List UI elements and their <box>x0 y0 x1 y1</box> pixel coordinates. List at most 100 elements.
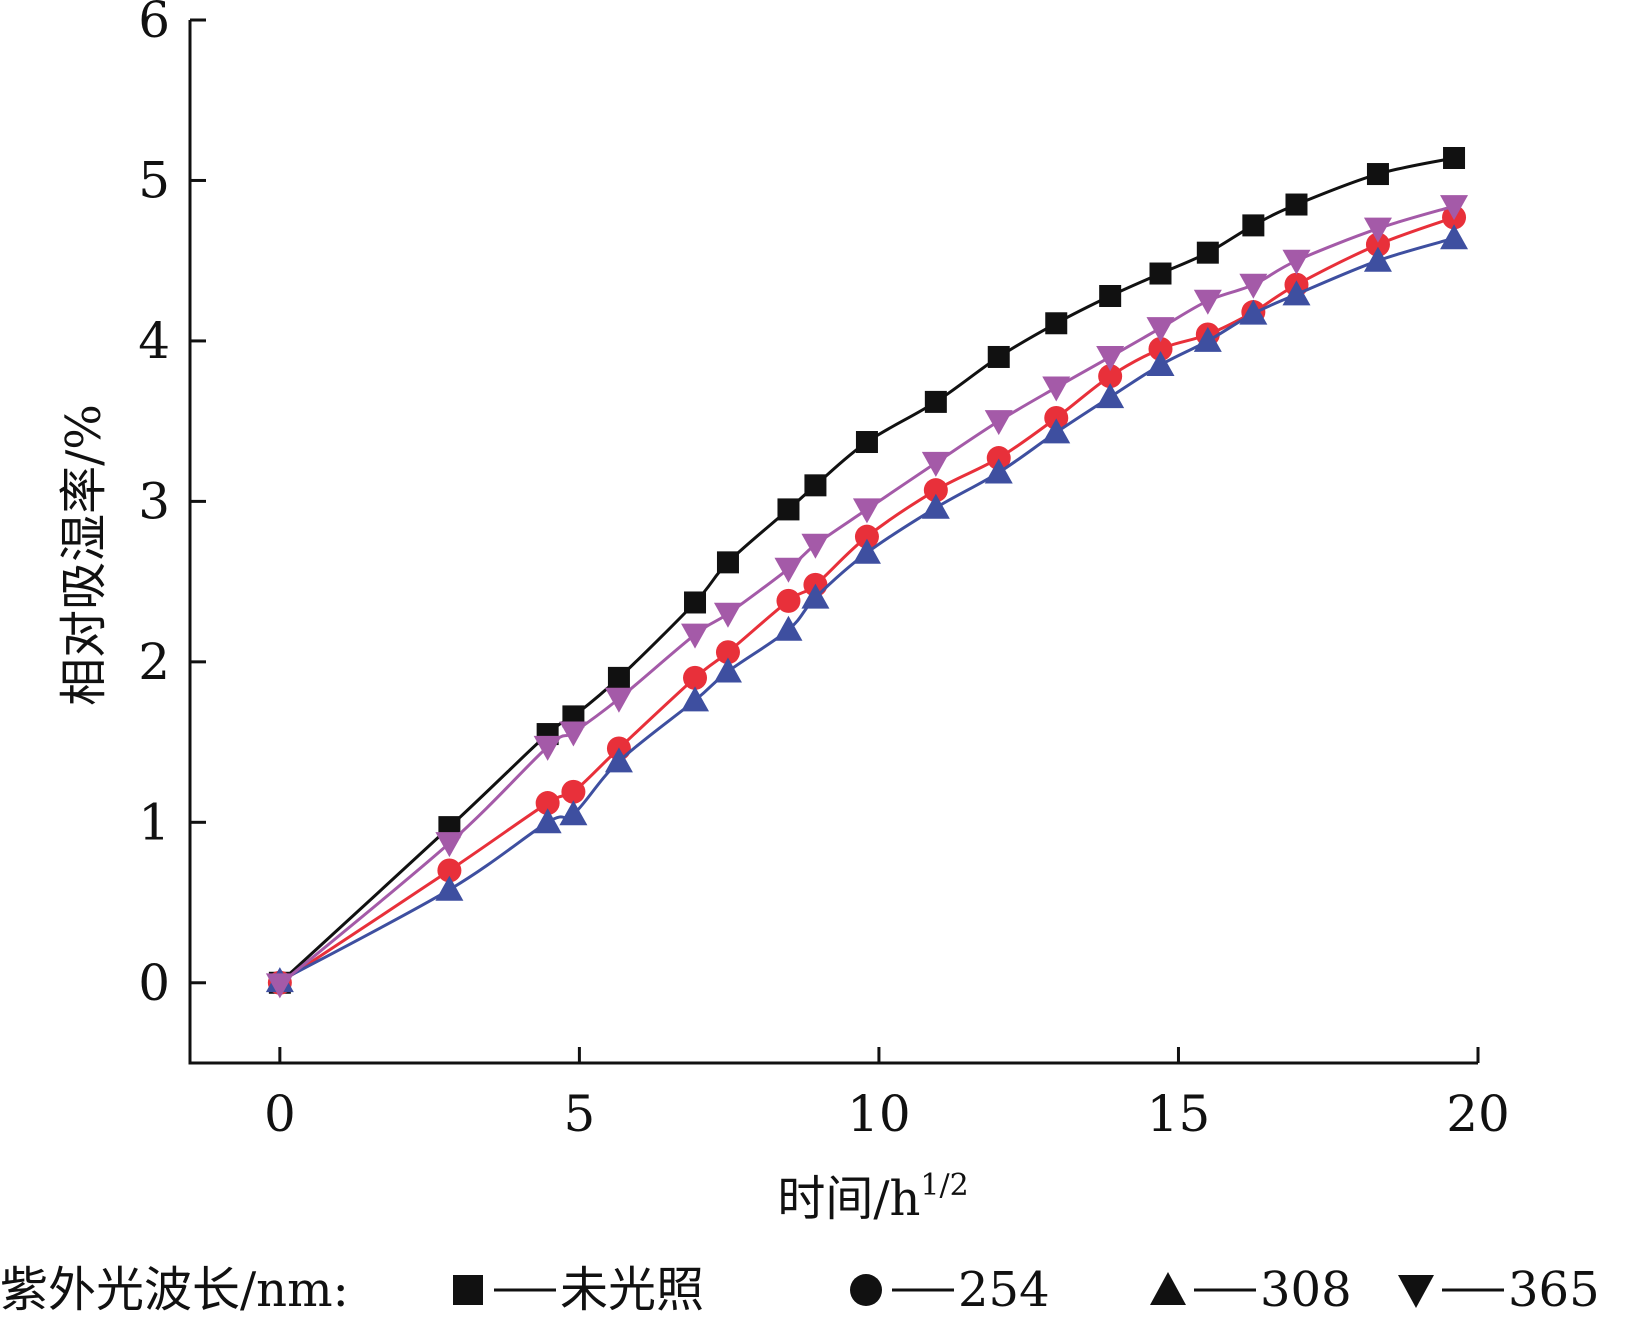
data-point <box>801 583 830 609</box>
data-point <box>1148 336 1173 361</box>
data-point <box>774 557 803 583</box>
data-point <box>776 588 801 613</box>
data-point <box>533 808 562 834</box>
data-point <box>1193 326 1222 352</box>
data-point <box>604 687 633 713</box>
data-point <box>852 498 881 524</box>
y-axis: 0 1 2 3 4 5 6 <box>138 0 206 1012</box>
data-point <box>1096 345 1125 371</box>
y-tick-label: 4 <box>138 312 170 370</box>
x-tick-label: 10 <box>847 1085 911 1143</box>
x-tick-label: 0 <box>264 1085 296 1143</box>
data-point <box>1193 289 1222 315</box>
data-point <box>1242 214 1265 237</box>
legend: 紫外光波长/nm: 未光照 254 308 365 <box>0 1262 1600 1318</box>
x-axis-title: 时间/h1/2 <box>777 1168 968 1227</box>
data-point <box>681 686 710 712</box>
series-365 <box>265 195 1469 999</box>
legend-marker-square <box>453 1275 483 1305</box>
data-point <box>1282 280 1311 306</box>
data-point <box>1146 317 1175 343</box>
data-point <box>1096 383 1125 409</box>
data-point <box>683 665 708 690</box>
data-point <box>1099 284 1122 307</box>
data-point <box>713 602 742 628</box>
data-point <box>1042 418 1071 444</box>
data-point <box>921 493 950 519</box>
data-point <box>1098 364 1123 389</box>
plot-area <box>188 20 1478 1065</box>
legend-label: 308 <box>1260 1262 1352 1318</box>
data-point <box>1363 246 1392 272</box>
x-axis: 0 5 10 15 20 <box>264 1047 1510 1143</box>
data-point <box>854 524 879 549</box>
legend-marker-triangle-up <box>1150 1272 1186 1305</box>
data-point <box>559 800 588 826</box>
data-point <box>804 474 827 497</box>
data-point <box>924 390 947 413</box>
y-tick-label: 3 <box>138 472 170 530</box>
series-layer <box>265 146 1469 999</box>
series-line <box>278 156 1455 984</box>
y-tick-label: 5 <box>138 151 170 209</box>
legend-label: 未光照 <box>560 1262 704 1318</box>
data-point <box>1042 376 1071 402</box>
data-point <box>1239 273 1268 299</box>
data-point <box>921 451 950 477</box>
legend-title: 紫外光波长/nm: <box>0 1262 349 1318</box>
data-point <box>987 345 1010 368</box>
data-point <box>1366 163 1389 186</box>
data-point <box>1196 241 1219 264</box>
data-point <box>437 858 462 883</box>
data-point <box>1363 217 1392 243</box>
data-point <box>1149 262 1172 285</box>
y-tick-label: 6 <box>138 0 170 49</box>
y-axis-title: 相对吸湿率/% <box>56 404 112 706</box>
data-point <box>1239 299 1268 325</box>
data-point <box>1044 405 1069 430</box>
x-tick-label: 20 <box>1446 1085 1510 1143</box>
data-point <box>1440 195 1469 221</box>
data-point <box>855 431 878 454</box>
y-tick-label: 1 <box>138 793 170 851</box>
data-point <box>984 458 1013 484</box>
y-tick-label: 2 <box>138 633 170 691</box>
data-point <box>713 657 742 683</box>
data-point <box>535 791 560 816</box>
data-point <box>604 747 633 773</box>
legend-label: 365 <box>1508 1262 1600 1318</box>
y-tick-label: 0 <box>138 954 170 1012</box>
data-point <box>852 538 881 564</box>
legend-label: 254 <box>958 1262 1050 1318</box>
data-point <box>1443 146 1466 169</box>
data-point <box>435 832 464 858</box>
data-point <box>1440 224 1469 250</box>
data-point <box>774 615 803 641</box>
legend-marker-circle <box>850 1274 882 1306</box>
x-tick-label: 15 <box>1147 1085 1211 1143</box>
data-point <box>684 591 707 614</box>
data-point <box>801 533 830 559</box>
series-254 <box>267 205 1467 995</box>
x-axis-title-main: 时间/h <box>777 1171 920 1227</box>
data-point <box>1365 232 1390 257</box>
data-point <box>561 779 586 804</box>
data-point <box>984 410 1013 436</box>
data-point <box>607 666 630 689</box>
data-point <box>533 735 562 761</box>
axis-lines <box>188 20 1478 1065</box>
data-point <box>681 623 710 649</box>
data-point <box>923 478 948 503</box>
data-point <box>715 640 740 665</box>
data-point <box>986 446 1011 471</box>
data-point <box>435 875 464 901</box>
x-axis-title-sup: 1/2 <box>920 1168 968 1203</box>
data-point <box>777 498 800 521</box>
data-point <box>1146 350 1175 376</box>
data-point <box>1285 193 1308 216</box>
legend-marker-triangle-down <box>1398 1275 1434 1308</box>
data-point <box>1045 312 1068 335</box>
data-point <box>716 551 739 574</box>
data-point <box>1282 249 1311 275</box>
